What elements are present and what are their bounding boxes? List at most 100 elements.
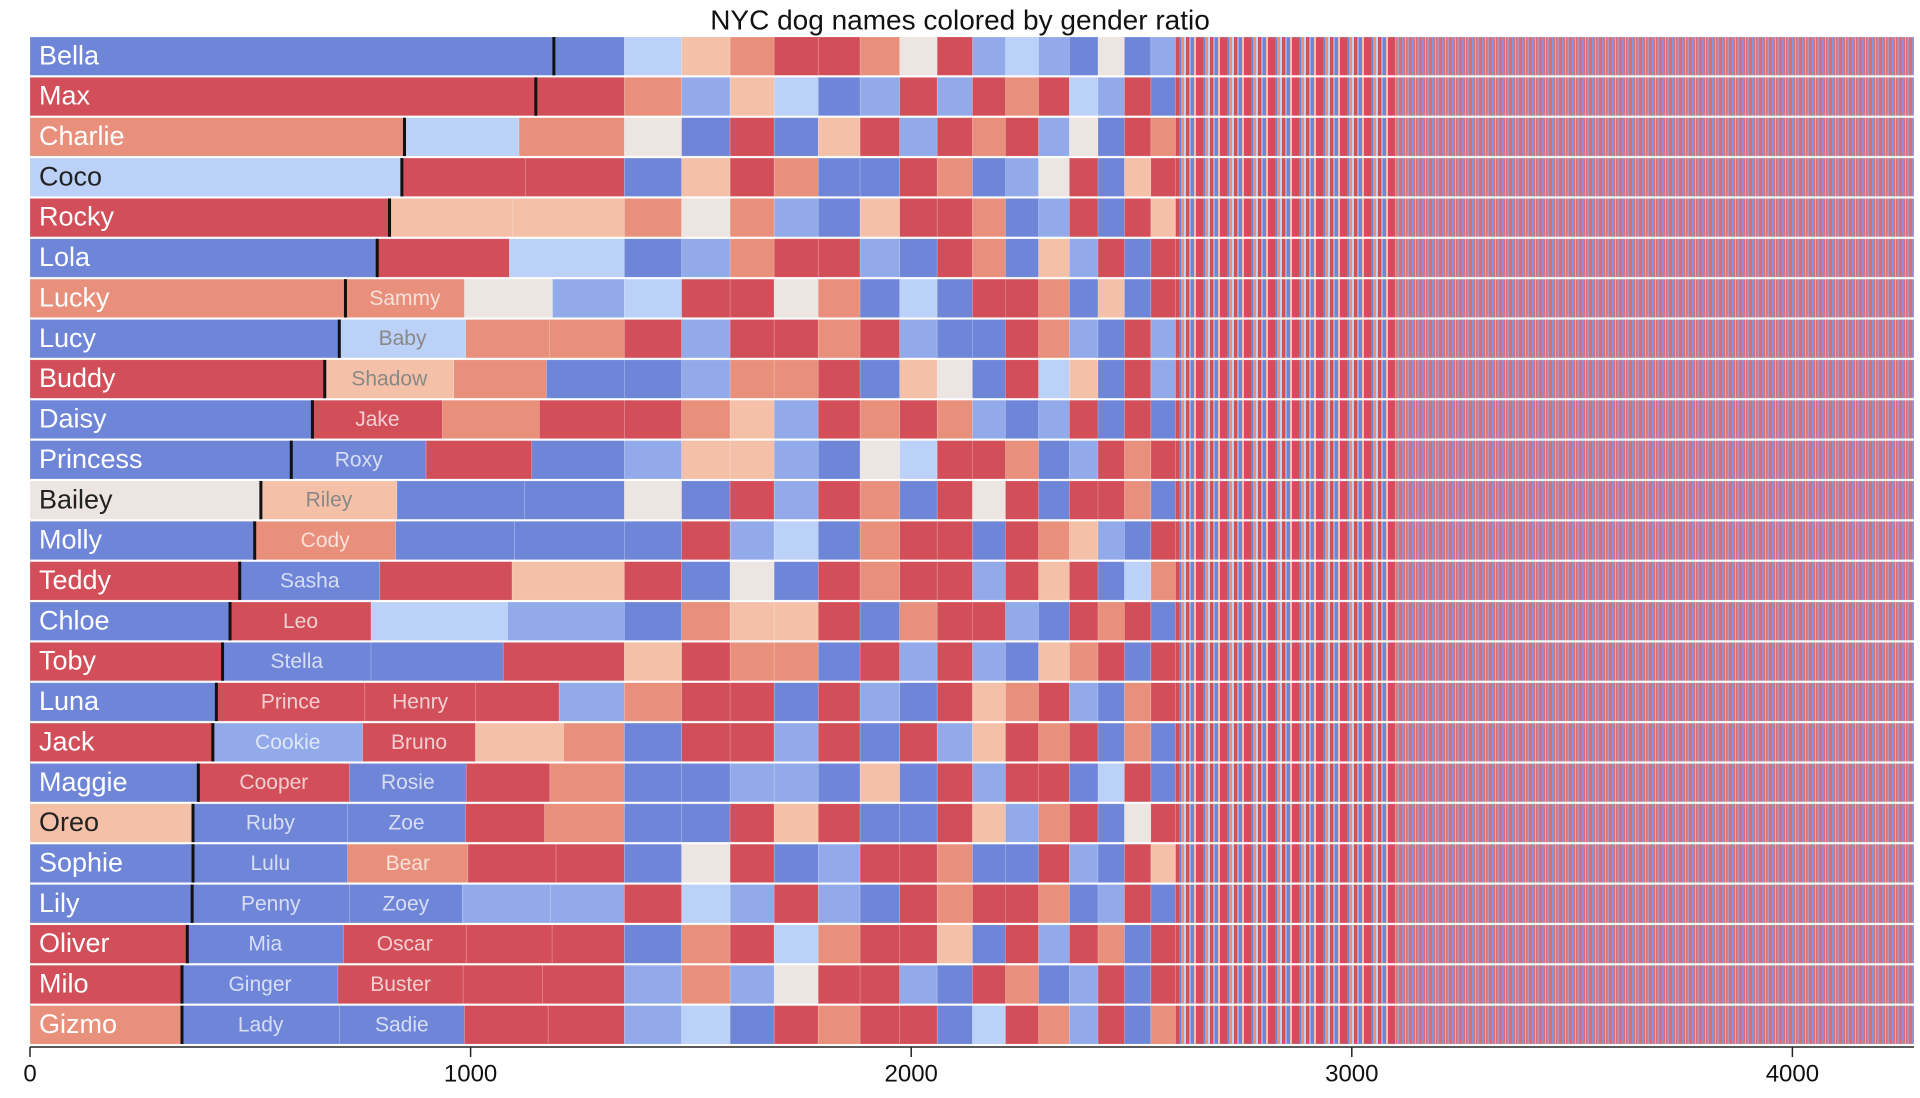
segment bbox=[972, 682, 1006, 722]
segment bbox=[1175, 924, 1397, 964]
segment bbox=[29, 601, 231, 641]
segment bbox=[681, 77, 731, 117]
row-name: Lily bbox=[39, 888, 80, 918]
segment bbox=[524, 157, 625, 197]
segment bbox=[773, 843, 819, 883]
segment bbox=[899, 601, 938, 641]
segment bbox=[1124, 884, 1152, 924]
segment bbox=[1038, 722, 1070, 762]
segment bbox=[859, 440, 901, 480]
segment bbox=[181, 1005, 340, 1045]
segment bbox=[624, 722, 682, 762]
segment bbox=[1395, 884, 1915, 924]
segment bbox=[859, 319, 901, 359]
segment bbox=[1150, 36, 1176, 76]
segment bbox=[1124, 722, 1152, 762]
segment bbox=[1124, 77, 1152, 117]
segment bbox=[1097, 359, 1125, 399]
segment bbox=[1038, 36, 1070, 76]
segment bbox=[773, 763, 819, 803]
segment bbox=[773, 117, 819, 157]
segment-name: Zoey bbox=[382, 892, 429, 915]
segment bbox=[29, 399, 313, 439]
segment bbox=[1005, 238, 1039, 278]
segment bbox=[1395, 198, 1915, 238]
segment bbox=[1175, 601, 1397, 641]
segment bbox=[773, 722, 819, 762]
segment bbox=[936, 198, 973, 238]
segment bbox=[1395, 1005, 1915, 1045]
segment bbox=[899, 682, 938, 722]
segment bbox=[681, 601, 731, 641]
segment-name: Leo bbox=[283, 610, 318, 633]
segment bbox=[1005, 399, 1039, 439]
segment bbox=[1005, 77, 1039, 117]
segment bbox=[465, 763, 551, 803]
segment bbox=[899, 763, 938, 803]
segment bbox=[773, 964, 819, 1004]
segment bbox=[1124, 521, 1152, 560]
segment bbox=[729, 722, 775, 762]
segment bbox=[1150, 682, 1176, 722]
segment bbox=[347, 843, 469, 883]
segment bbox=[1005, 521, 1039, 560]
segment bbox=[859, 722, 901, 762]
segment bbox=[1395, 359, 1915, 399]
segment-name: Ginger bbox=[228, 973, 291, 996]
segment bbox=[1097, 117, 1125, 157]
segment bbox=[899, 77, 938, 117]
segment bbox=[1097, 601, 1125, 641]
segment bbox=[972, 521, 1006, 560]
segment bbox=[1005, 601, 1039, 641]
segment bbox=[817, 157, 861, 197]
segment bbox=[773, 440, 819, 480]
segment bbox=[1124, 359, 1152, 399]
segment bbox=[464, 1005, 549, 1045]
segment bbox=[216, 682, 366, 722]
row-name: Molly bbox=[39, 525, 103, 555]
segment bbox=[729, 278, 775, 318]
segment bbox=[539, 399, 625, 439]
segment bbox=[453, 359, 547, 399]
segment bbox=[260, 480, 398, 520]
segment bbox=[229, 601, 372, 641]
segment bbox=[729, 884, 775, 924]
row-name: Buddy bbox=[39, 363, 116, 393]
segment bbox=[729, 843, 775, 883]
segment bbox=[624, 924, 682, 964]
segment bbox=[899, 803, 938, 843]
segment-name: Roxy bbox=[335, 448, 383, 471]
segment bbox=[1069, 198, 1099, 238]
segment-name: Shadow bbox=[351, 368, 428, 391]
segment bbox=[1395, 763, 1915, 803]
row-name: Sophie bbox=[39, 848, 123, 878]
segment-name: Mia bbox=[248, 933, 282, 956]
segment bbox=[817, 884, 861, 924]
segment bbox=[339, 319, 467, 359]
segment bbox=[859, 642, 901, 682]
segment bbox=[817, 964, 861, 1004]
segment bbox=[1069, 1005, 1099, 1045]
row-name: Luna bbox=[39, 686, 100, 716]
segment bbox=[1097, 884, 1125, 924]
segment bbox=[518, 117, 625, 157]
segment bbox=[899, 319, 938, 359]
segment bbox=[1005, 198, 1039, 238]
segment bbox=[1175, 964, 1397, 1004]
segment bbox=[936, 399, 973, 439]
row-name: Chloe bbox=[39, 605, 110, 635]
segment-name: Henry bbox=[392, 690, 449, 713]
segment bbox=[29, 359, 326, 399]
segment bbox=[773, 561, 819, 601]
segment bbox=[349, 884, 463, 924]
segment bbox=[465, 803, 545, 843]
segment bbox=[1150, 601, 1176, 641]
row-name: Princess bbox=[39, 444, 143, 474]
segment bbox=[1097, 198, 1125, 238]
segment bbox=[972, 843, 1006, 883]
segment bbox=[555, 843, 625, 883]
segment bbox=[624, 964, 682, 1004]
segment bbox=[681, 480, 731, 520]
segment bbox=[1175, 157, 1397, 197]
segment bbox=[773, 1005, 819, 1045]
